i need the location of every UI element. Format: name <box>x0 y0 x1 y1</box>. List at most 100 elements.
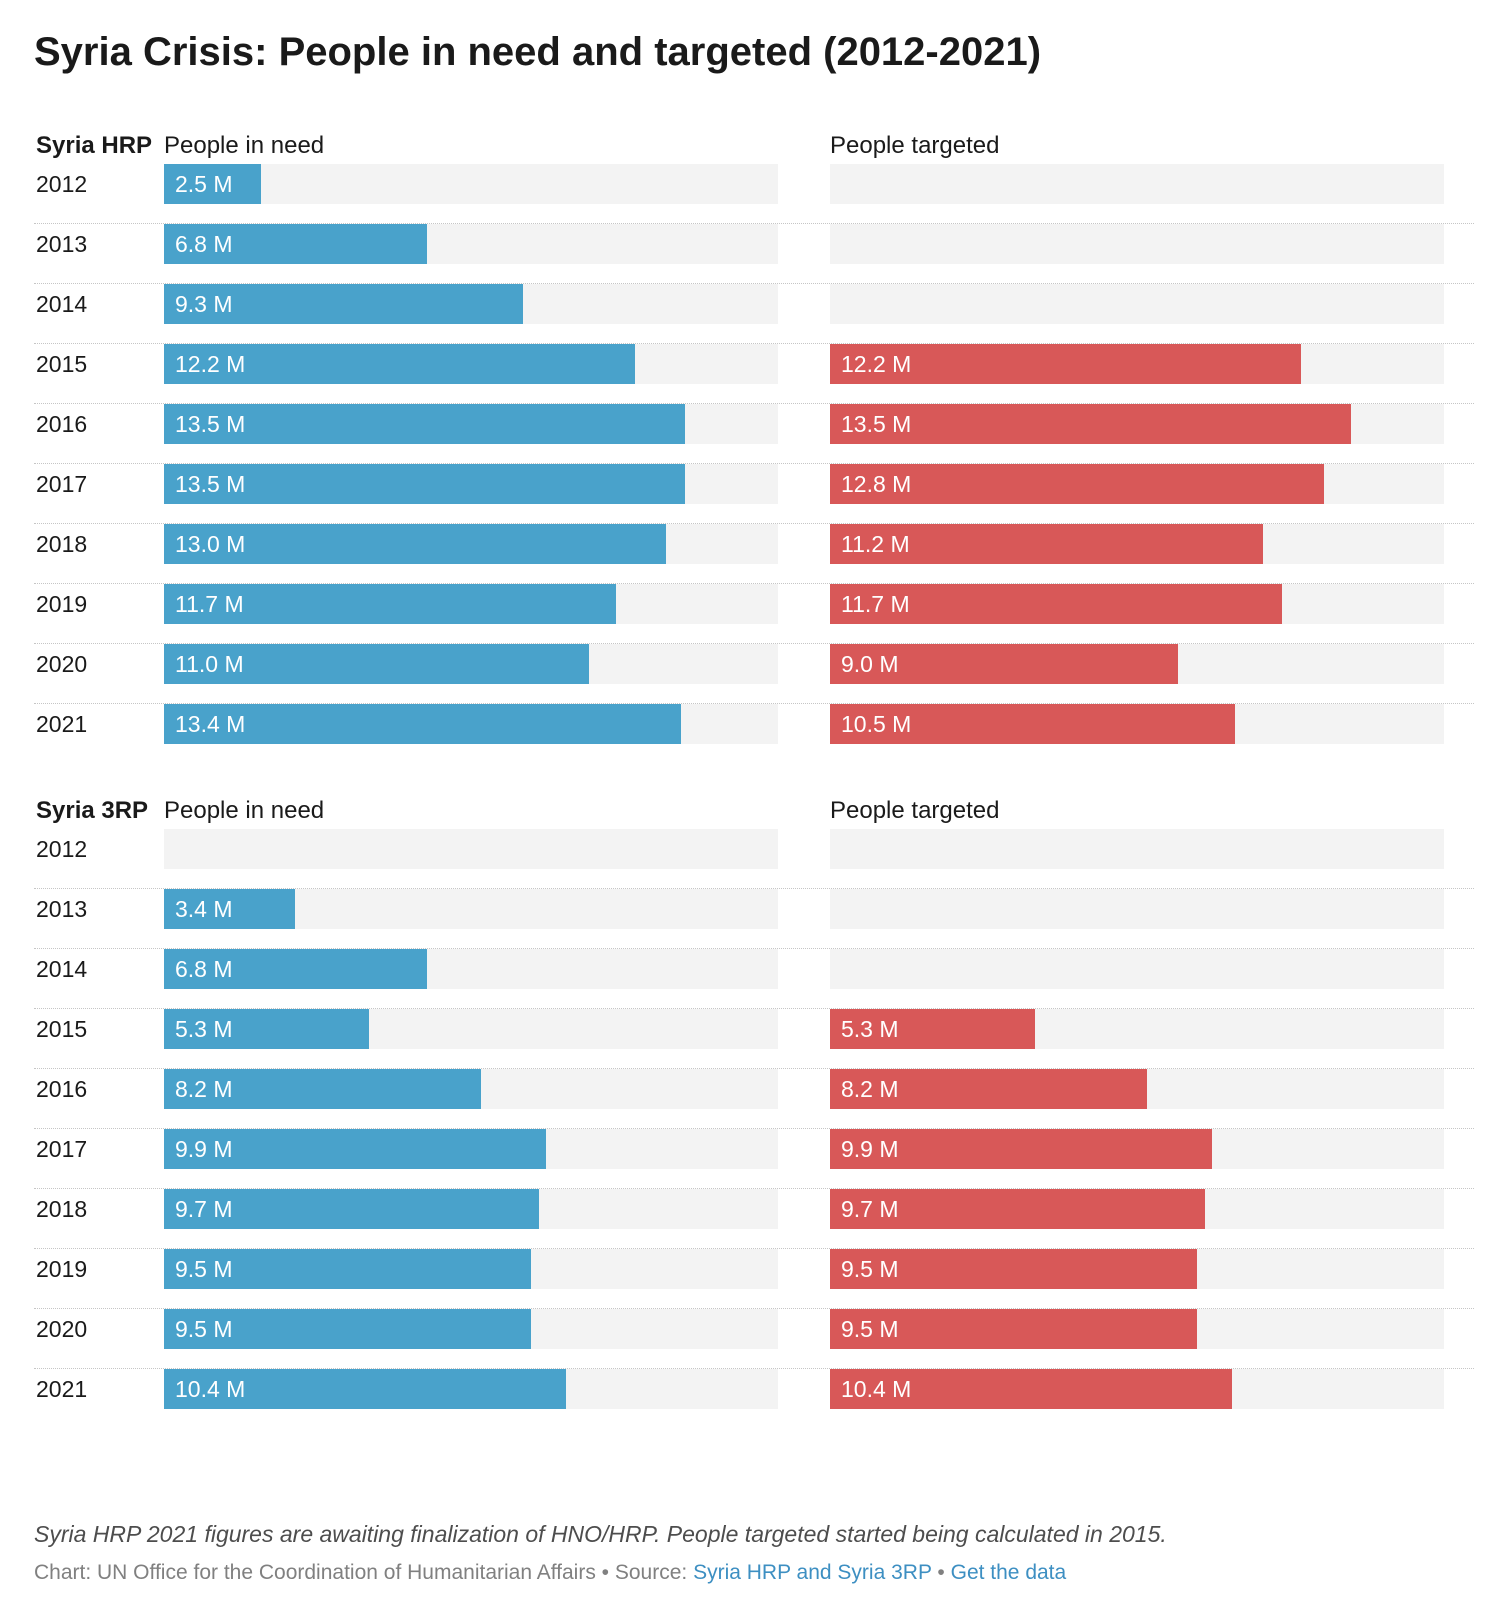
targeted-bar: 11.2 M <box>830 524 1263 564</box>
targeted-bar: 9.9 M <box>830 1129 1212 1169</box>
targeted-track: 9.0 M <box>830 644 1444 684</box>
need-track: 5.3 M <box>164 1009 778 1049</box>
targeted-value-label: 5.3 M <box>841 1016 899 1042</box>
targeted-track: 9.7 M <box>830 1189 1444 1229</box>
need-bar: 12.2 M <box>164 344 635 384</box>
need-track: 9.5 M <box>164 1309 778 1349</box>
get-data-link[interactable]: Get the data <box>950 1561 1067 1584</box>
need-bar: 8.2 M <box>164 1069 481 1109</box>
chart-row: 2015 12.2 M 12.2 M <box>34 344 1474 404</box>
need-bar: 13.4 M <box>164 704 681 744</box>
need-value-label: 13.5 M <box>175 471 246 497</box>
targeted-track: 12.8 M <box>830 464 1444 504</box>
need-value-label: 2.5 M <box>175 171 233 197</box>
need-bar: 9.5 M <box>164 1249 531 1289</box>
need-bar: 3.4 M <box>164 889 295 929</box>
row-divider <box>34 888 1474 889</box>
targeted-value-label: 9.0 M <box>841 651 899 677</box>
chart-row: 2015 5.3 M 5.3 M <box>34 1009 1474 1069</box>
row-divider <box>34 583 1474 584</box>
year-label: 2014 <box>36 291 88 317</box>
targeted-track <box>830 284 1444 324</box>
row-divider <box>34 1008 1474 1009</box>
source-link[interactable]: Syria HRP and Syria 3RP <box>693 1561 932 1584</box>
need-bar: 9.7 M <box>164 1189 539 1229</box>
row-divider <box>34 523 1474 524</box>
need-track: 9.5 M <box>164 1249 778 1289</box>
year-label: 2018 <box>36 531 88 557</box>
column-label-targeted: People targeted <box>830 132 1000 159</box>
need-track: 13.5 M <box>164 464 778 504</box>
targeted-track: 8.2 M <box>830 1069 1444 1109</box>
row-divider <box>34 948 1474 949</box>
year-label: 2016 <box>36 411 88 437</box>
need-bar: 10.4 M <box>164 1369 566 1409</box>
year-label: 2017 <box>36 1136 88 1162</box>
need-value-label: 9.5 M <box>175 1316 233 1342</box>
row-divider <box>34 1308 1474 1309</box>
column-label-need: People in need <box>164 797 325 824</box>
targeted-bar: 9.5 M <box>830 1249 1197 1289</box>
year-label: 2020 <box>36 651 88 677</box>
year-label: 2021 <box>36 711 88 737</box>
need-value-label: 6.8 M <box>175 231 233 257</box>
need-track: 6.8 M <box>164 224 778 264</box>
targeted-track <box>830 889 1444 929</box>
need-value-label: 9.7 M <box>175 1196 233 1222</box>
year-label: 2015 <box>36 351 88 377</box>
need-track <box>164 829 778 869</box>
targeted-bar: 12.2 M <box>830 344 1301 384</box>
need-track: 9.9 M <box>164 1129 778 1169</box>
year-label: 2012 <box>36 836 88 862</box>
year-label: 2014 <box>36 956 88 982</box>
need-track: 3.4 M <box>164 889 778 929</box>
row-divider <box>34 1128 1474 1129</box>
chart-row: 2020 11.0 M 9.0 M <box>34 644 1474 704</box>
chart-row: 2018 13.0 M 11.2 M <box>34 524 1474 584</box>
need-value-label: 8.2 M <box>175 1076 233 1102</box>
targeted-bar: 8.2 M <box>830 1069 1147 1109</box>
year-label: 2018 <box>36 1196 88 1222</box>
need-value-label: 6.8 M <box>175 956 233 982</box>
row-divider <box>34 403 1474 404</box>
chart-note: Syria HRP 2021 figures are awaiting fina… <box>34 1521 1167 1547</box>
targeted-track <box>830 829 1444 869</box>
targeted-value-label: 9.9 M <box>841 1136 899 1162</box>
targeted-bar: 10.4 M <box>830 1369 1232 1409</box>
targeted-bar: 11.7 M <box>830 584 1282 624</box>
need-bar: 9.9 M <box>164 1129 546 1169</box>
need-track: 9.3 M <box>164 284 778 324</box>
need-value-label: 11.7 M <box>175 591 244 617</box>
targeted-value-label: 13.5 M <box>841 411 912 437</box>
need-value-label: 11.0 M <box>175 651 244 677</box>
year-label: 2016 <box>36 1076 88 1102</box>
need-bar: 11.7 M <box>164 584 616 624</box>
need-value-label: 13.5 M <box>175 411 246 437</box>
need-track: 13.0 M <box>164 524 778 564</box>
credit-source-prefix: Source: <box>614 1561 694 1584</box>
need-bar: 6.8 M <box>164 224 427 264</box>
targeted-value-label: 8.2 M <box>841 1076 899 1102</box>
chart-row: 2013 6.8 M <box>34 224 1474 284</box>
targeted-track: 9.5 M <box>830 1249 1444 1289</box>
need-value-label: 9.3 M <box>175 291 233 317</box>
need-bar: 11.0 M <box>164 644 589 684</box>
need-bar: 9.3 M <box>164 284 523 324</box>
need-track: 11.0 M <box>164 644 778 684</box>
need-track: 12.2 M <box>164 344 778 384</box>
chart-row: 2018 9.7 M 9.7 M <box>34 1189 1474 1249</box>
targeted-bar: 9.0 M <box>830 644 1178 684</box>
chart-row: 2017 9.9 M 9.9 M <box>34 1129 1474 1189</box>
chart-section-syria-hrp: Syria HRP People in need People targeted 20… <box>34 128 1474 764</box>
targeted-track <box>830 224 1444 264</box>
year-label: 2019 <box>36 1256 88 1282</box>
chart-row: 2013 3.4 M <box>34 889 1474 949</box>
targeted-track: 11.7 M <box>830 584 1444 624</box>
need-bar: 9.5 M <box>164 1309 531 1349</box>
targeted-bar: 5.3 M <box>830 1009 1035 1049</box>
need-track: 10.4 M <box>164 1369 778 1409</box>
chart-section-syria-3rp: Syria 3RP People in need People targeted 20… <box>34 793 1474 1429</box>
chart-row: 2016 8.2 M 8.2 M <box>34 1069 1474 1129</box>
targeted-track: 9.9 M <box>830 1129 1444 1169</box>
row-divider <box>34 223 1474 224</box>
